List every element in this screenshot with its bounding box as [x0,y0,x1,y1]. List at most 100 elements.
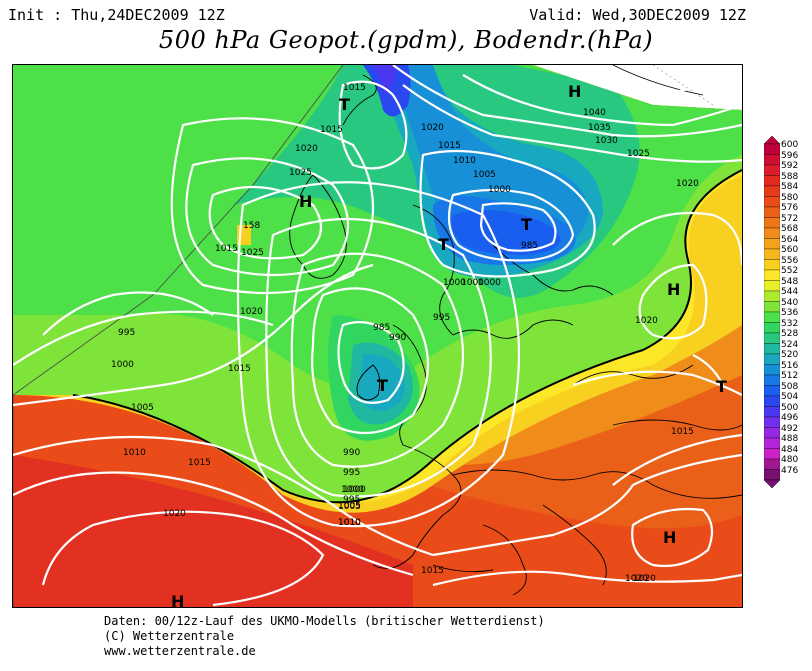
legend-value: 592 [781,161,799,171]
isobar-label: 1000 [343,485,366,495]
low-center-label: T [339,95,350,114]
isobar-label: 1020 [625,574,648,584]
isobar-label: 1000 [478,278,501,288]
legend-value: 576 [781,203,799,213]
isobar-label: 1005 [131,403,154,413]
isobar-label: 995 [433,313,450,323]
isobar-label: 1025 [241,248,264,258]
pressure-centers: T H T T T H H T H H [171,82,727,607]
low-center-label: T [521,215,532,234]
legend-swatch [764,238,780,250]
isobar-label: 1010 [338,518,361,528]
legend-swatch [764,427,780,439]
legend-value: 552 [781,266,799,276]
legend-value: 480 [781,455,799,465]
legend-swatch [764,217,780,229]
isobar-label: 1015 [215,244,238,254]
isobar-label: 1035 [588,123,611,133]
legend-swatch [764,469,780,481]
isobar-label: 1030 [595,136,618,146]
legend-swatch [764,448,780,460]
legend-value: 548 [781,276,799,287]
isobar-label: 1005 [338,502,361,512]
legend-value: 500 [781,402,799,413]
legend-swatch [764,206,780,218]
isobar-label: 1020 [635,316,658,326]
legend-value: 524 [781,339,799,350]
color-legend [764,136,780,489]
isobar-label: 1010 [123,448,146,458]
isobar-label: 1010 [453,156,476,166]
isobar-labels: 1015 1015 1020 1020 1025 1025 1015 1010 … [111,83,699,584]
isobar-label: 1040 [583,108,606,118]
legend-swatch [764,259,780,271]
legend-swatch [764,227,780,239]
isobar-label: 1020 [676,179,699,189]
legend-swatch [764,343,780,355]
map-canvas: 1015 1015 1020 1020 1025 1025 1015 1010 … [13,65,742,607]
isobar-label: 1015 [438,141,461,151]
isobar-label: 1025 [627,149,650,159]
isobar-label: 1000 [341,485,364,495]
isobar-label: 1000 [488,185,511,195]
legend-value: 596 [781,150,799,161]
legend-swatch [764,416,780,428]
high-center-label: H [171,592,184,607]
legend-value: 504 [781,392,799,402]
isobar-label: 995 [343,495,360,505]
legend-swatch [764,364,780,376]
isobar-label: 995 [118,328,135,338]
legend-swatch [764,269,780,281]
high-center-label: H [667,280,680,299]
legend-swatch [764,311,780,323]
legend-swatch [764,458,780,470]
isobar-label: 990 [343,448,360,458]
isobar-label: 1000 [461,278,484,288]
isobar-label: 1010 [338,518,361,528]
legend-labels: 600 596 592 588 584 580 576 572 568 564 560 556 552 5… [781,140,798,476]
isobar-label: 1015 [320,125,343,135]
legend-swatch [764,385,780,397]
isobar-label: 158 [243,221,260,231]
legend-value: 556 [781,255,799,266]
legend-swatch [764,185,780,197]
legend-swatch [764,437,780,449]
footer: Daten: 00/12z-Lauf des UKMO-Modells (bri… [104,614,545,659]
legend-value: 520 [781,350,799,360]
legend-swatch [764,280,780,292]
legend-value: 528 [781,329,799,339]
legend-value: 544 [781,287,799,297]
isobar-label: 1005 [338,501,361,511]
low-center-label: T [377,376,388,395]
isobar-label: 1020 [163,509,186,519]
isobar-label: 1015 [671,427,694,437]
legend-value: 496 [781,413,799,423]
isobar-label: 1025 [289,168,312,178]
legend-swatch [764,164,780,176]
low-center-label: T [438,235,449,254]
legend-value: 560 [781,245,799,255]
legend-swatch [764,301,780,313]
footer-url: www.wetterzentrale.de [104,644,256,658]
legend-value: 532 [781,318,799,329]
high-center-label: H [568,82,581,101]
legend-swatch [764,332,780,344]
legend-swatch [764,406,780,418]
isobar-label: 1020 [240,307,263,317]
legend-swatch [764,175,780,187]
isobar-label: 985 [521,241,538,251]
legend-arrow-bottom [764,479,780,489]
legend-value: 512 [781,371,799,381]
legend-swatch [764,143,780,155]
legend-value: 568 [781,224,799,234]
legend-value: 588 [781,171,799,182]
legend-arrow-top [764,136,780,145]
isobar-label: 1000 [111,360,134,370]
legend-swatch [764,154,780,166]
legend-value: 492 [781,423,799,434]
isobar-label: 985 [373,323,390,333]
footer-copyright: (C) Wetterzentrale [104,629,235,643]
legend-value: 516 [781,360,799,371]
isobar-label: 1015 [421,566,444,576]
legend-value: 572 [781,213,799,224]
